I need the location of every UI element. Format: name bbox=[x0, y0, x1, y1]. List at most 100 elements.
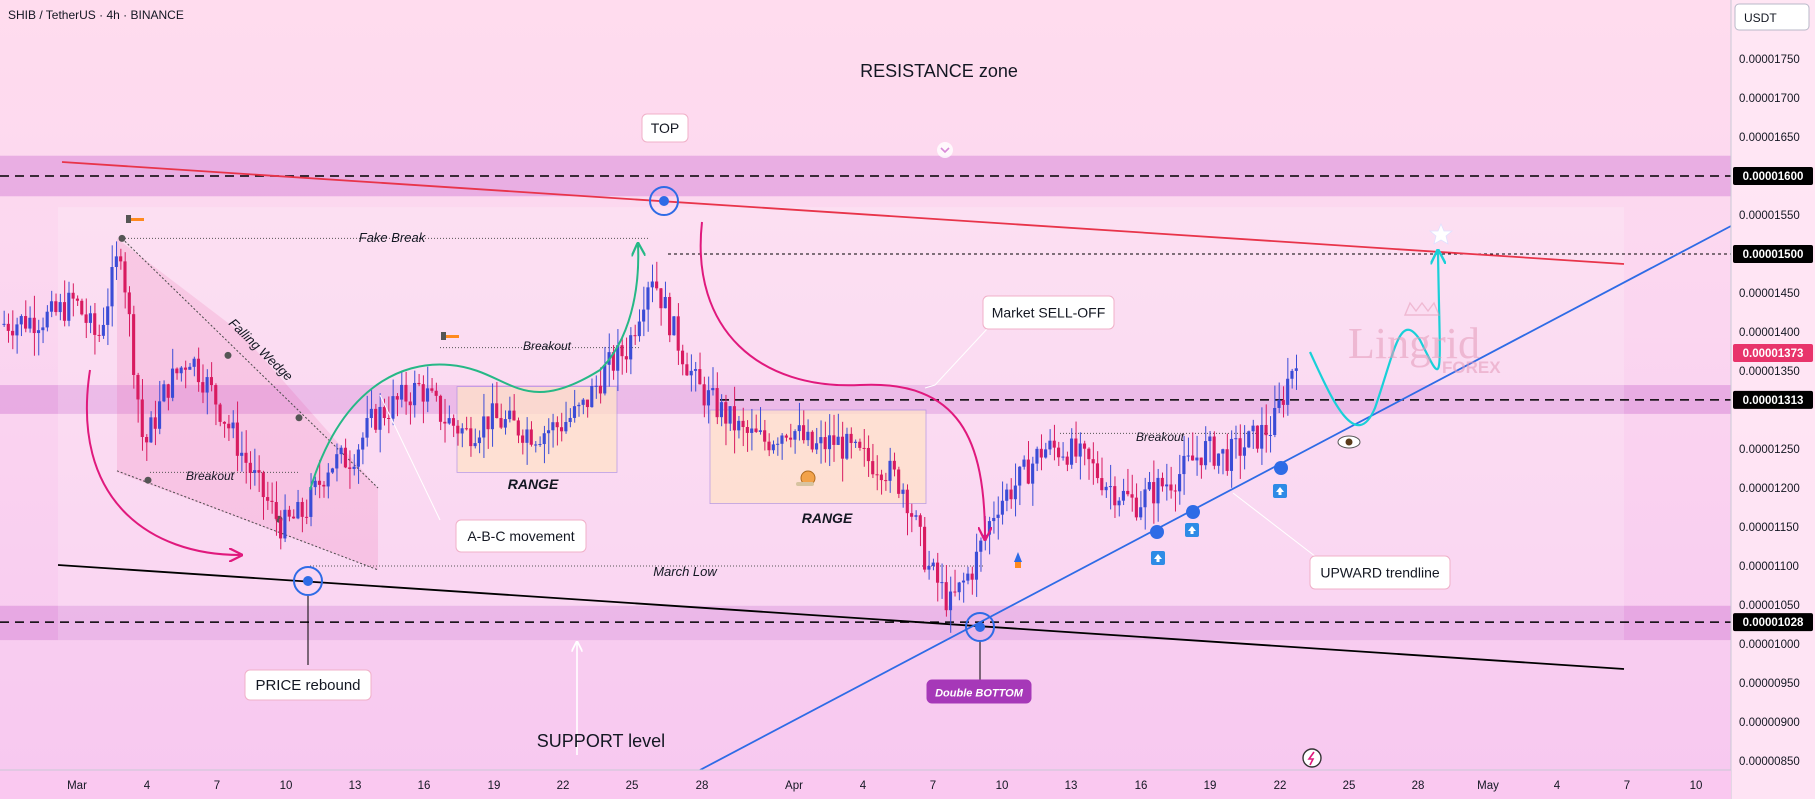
chart-header-title: SHIB / TetherUS · 4h · BINANCE bbox=[8, 8, 184, 22]
candle-body bbox=[486, 416, 490, 430]
y-tick-label: 0.00001150 bbox=[1739, 522, 1799, 534]
candle-body bbox=[996, 514, 1000, 518]
candle-body bbox=[296, 501, 300, 519]
candle-body bbox=[45, 311, 49, 328]
x-tick-label: 28 bbox=[696, 780, 709, 792]
candle-body bbox=[871, 461, 875, 475]
abc-pointer bbox=[379, 394, 441, 521]
candle-body bbox=[1182, 455, 1186, 475]
candle-body bbox=[1026, 459, 1030, 484]
candle-body bbox=[205, 377, 209, 393]
top-marker bbox=[649, 186, 679, 216]
currency-button-bg bbox=[1734, 3, 1810, 31]
candle-body bbox=[1247, 431, 1251, 448]
x-tick-label: 10 bbox=[996, 780, 1009, 792]
wedge-upper-line bbox=[121, 238, 379, 489]
candle-body bbox=[1234, 438, 1238, 440]
candle-body bbox=[464, 428, 468, 430]
candle-body bbox=[67, 292, 71, 321]
candle-body bbox=[304, 516, 309, 518]
candle-body bbox=[1113, 486, 1117, 506]
candle-body bbox=[1178, 474, 1182, 492]
selloff-label-box: Market SELL-OFF bbox=[982, 295, 1115, 330]
support-level-label: SUPPORT level bbox=[537, 731, 665, 751]
candle-body bbox=[136, 374, 140, 400]
candle-body bbox=[1264, 424, 1268, 436]
candle-body bbox=[119, 256, 123, 262]
candle-body bbox=[754, 428, 758, 432]
candle-body bbox=[183, 367, 188, 370]
candle-body bbox=[71, 292, 75, 299]
candle-body bbox=[1152, 482, 1156, 504]
candle-body bbox=[240, 452, 244, 456]
candle-body bbox=[603, 364, 607, 394]
candle-body bbox=[763, 430, 767, 442]
candle-body bbox=[218, 404, 222, 422]
candle-body bbox=[1074, 438, 1078, 457]
candle-body bbox=[538, 444, 542, 446]
candle-body bbox=[624, 356, 628, 360]
hammer-head bbox=[126, 215, 131, 223]
candle-body bbox=[404, 384, 408, 402]
candle-body bbox=[555, 422, 559, 428]
x-tick-label: 7 bbox=[214, 780, 220, 792]
abc-label-box-text: A-B-C movement bbox=[467, 528, 574, 544]
candle-body bbox=[676, 316, 680, 351]
x-tick-label: 13 bbox=[1065, 780, 1078, 792]
candle-body bbox=[1195, 457, 1199, 461]
candle-body bbox=[287, 509, 291, 517]
y-tick-label: 0.00000950 bbox=[1739, 678, 1800, 690]
upward-trendline-box-text: UPWARD trendline bbox=[1320, 565, 1440, 581]
candle-body bbox=[235, 422, 239, 456]
candle-body bbox=[1173, 490, 1177, 492]
price-label-text: 0.00001373 bbox=[1743, 348, 1804, 360]
candle-body bbox=[28, 317, 32, 329]
y-tick-label: 0.00001000 bbox=[1739, 639, 1800, 651]
price-label-text: 0.00001600 bbox=[1743, 171, 1804, 183]
x-tick-label: 28 bbox=[1412, 780, 1425, 792]
candle-body bbox=[339, 447, 343, 455]
candle-body bbox=[836, 436, 840, 445]
y-tick-label: 0.00001350 bbox=[1739, 366, 1800, 378]
candle-body bbox=[1251, 425, 1255, 432]
lightning-glyph bbox=[1307, 751, 1315, 766]
candle-body bbox=[1130, 494, 1134, 498]
candle-body bbox=[322, 484, 326, 487]
selloff-pointer bbox=[924, 314, 1001, 389]
currency-button[interactable]: USDT bbox=[1734, 3, 1810, 31]
y-tick-label: 0.00000900 bbox=[1739, 717, 1800, 729]
candle-body bbox=[1134, 497, 1138, 518]
candle-body bbox=[378, 406, 382, 430]
y-tick-label: 0.00001050 bbox=[1739, 600, 1800, 612]
candle-body bbox=[1260, 424, 1264, 449]
candle-body bbox=[858, 441, 862, 448]
resistance-trendline bbox=[61, 161, 1625, 265]
rebound-arrow bbox=[85, 369, 240, 555]
candle-body bbox=[935, 562, 940, 583]
candle-body bbox=[546, 430, 551, 434]
candle-body bbox=[2, 323, 6, 325]
candle-body bbox=[611, 352, 615, 371]
candle-body bbox=[11, 330, 15, 336]
candle-body bbox=[395, 396, 399, 400]
candle-body bbox=[508, 410, 512, 420]
target-star-icon bbox=[1428, 222, 1454, 245]
candle-body bbox=[910, 513, 914, 517]
x-tick-label: 4 bbox=[144, 780, 151, 792]
trend-touch-dot bbox=[1150, 525, 1164, 539]
candle-body bbox=[1100, 478, 1104, 491]
candle-body bbox=[175, 368, 179, 374]
candle-body bbox=[564, 421, 568, 432]
candle-body bbox=[832, 435, 836, 445]
candle-body bbox=[1290, 370, 1294, 379]
candle-body bbox=[1255, 425, 1259, 449]
candle-body bbox=[892, 460, 896, 470]
candle-body bbox=[430, 388, 434, 391]
breakout-label-2: Breakout bbox=[523, 339, 572, 353]
candle-body bbox=[313, 480, 317, 488]
rebound-marker bbox=[293, 566, 323, 596]
alert-down-chevron bbox=[940, 147, 950, 154]
upward-trendline bbox=[699, 225, 1732, 771]
alert-down-icon bbox=[937, 142, 953, 158]
